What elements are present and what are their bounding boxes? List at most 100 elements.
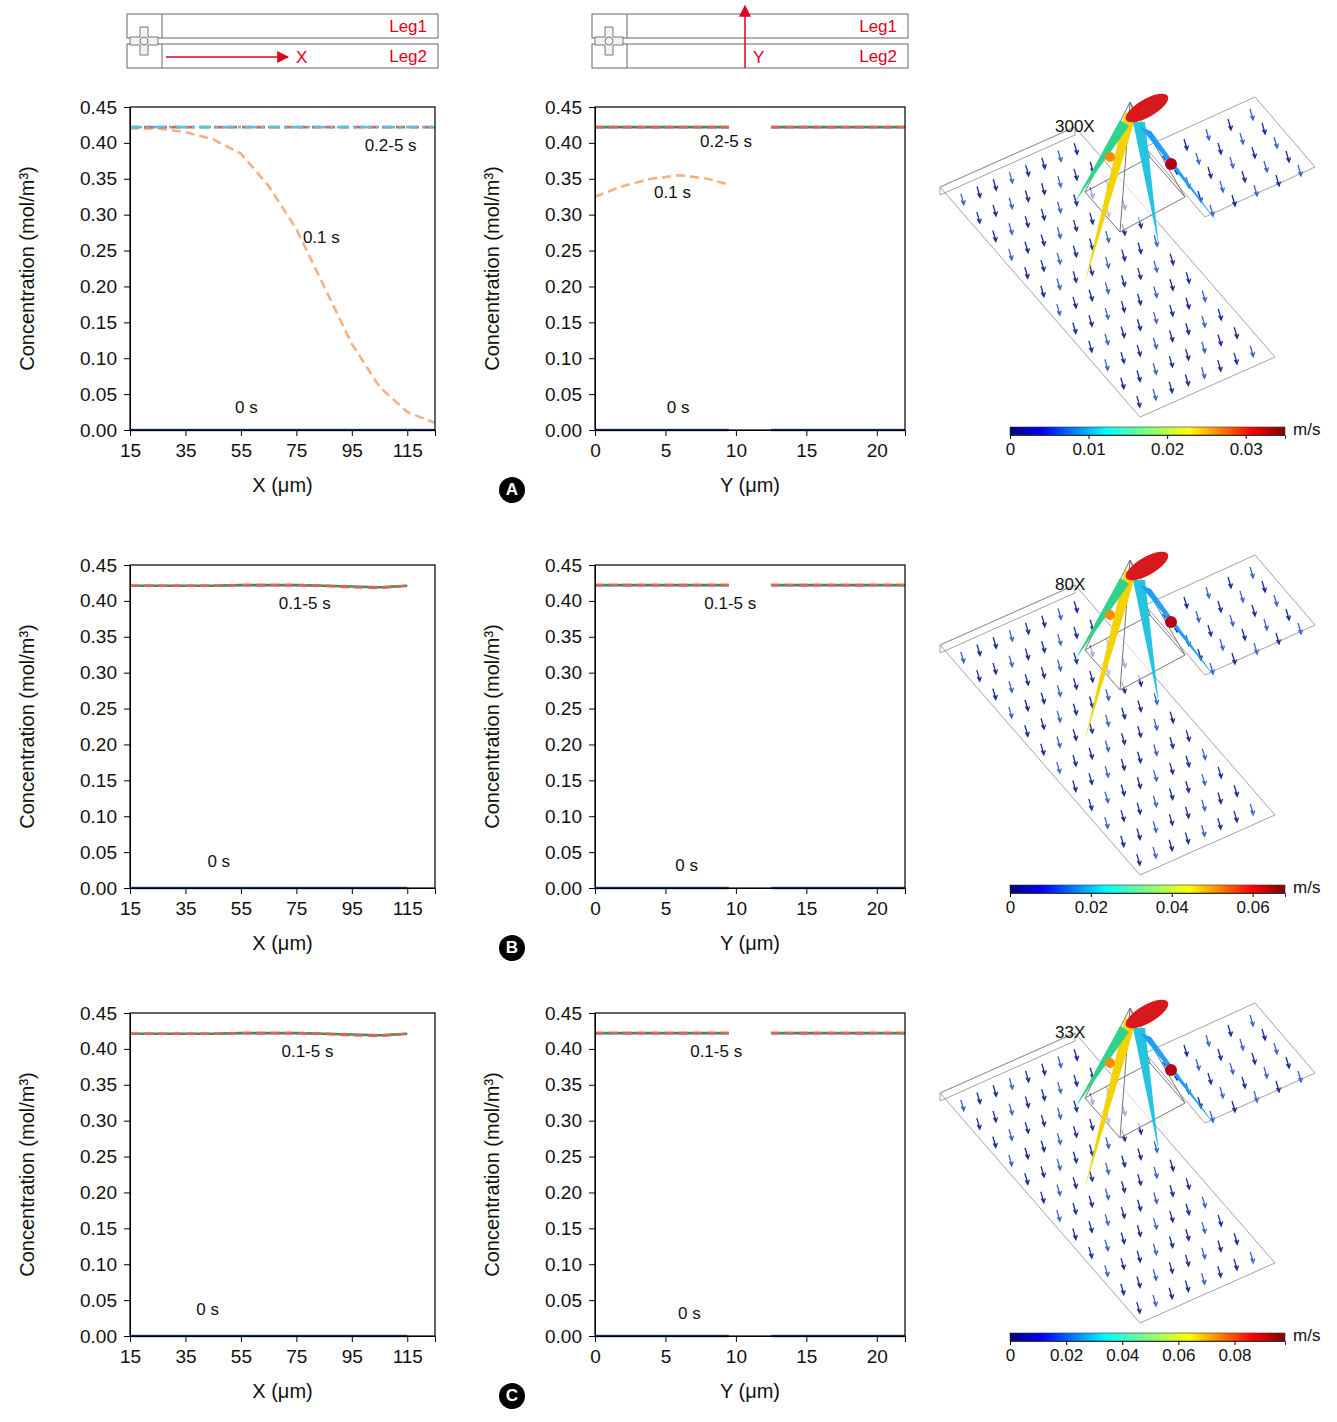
line-chart: 15355575951150.000.050.100.150.200.250.3…	[16, 1003, 436, 1402]
velocity-arrow	[1186, 298, 1191, 309]
tick-mark	[124, 143, 130, 144]
tick-label: 0.20	[545, 1182, 582, 1203]
tick-mark	[407, 888, 408, 894]
velocity-arrow	[961, 194, 966, 205]
tick-mark	[124, 1336, 130, 1337]
tick-mark	[589, 215, 595, 216]
tick-mark	[124, 179, 130, 180]
velocity-arrow	[1170, 1211, 1175, 1222]
tick-label: 0.25	[80, 1146, 117, 1167]
velocity-arrow	[1196, 1059, 1201, 1070]
velocity-arrow	[1121, 301, 1126, 312]
tick-label: 15	[120, 1346, 141, 1367]
axis: 05101520	[590, 430, 905, 461]
tick-mark	[1010, 893, 1011, 897]
annotation: 0 s	[207, 852, 230, 871]
tick: 0	[1006, 435, 1015, 459]
tick: 0.10	[80, 348, 130, 369]
velocity-arrow	[1025, 1097, 1030, 1108]
tick-label: 0.40	[545, 132, 582, 153]
tick-label: 0	[1006, 440, 1015, 459]
tick: 0.45	[545, 97, 595, 118]
schematic: Leg1Leg2X	[127, 14, 438, 68]
plot-lines	[130, 127, 435, 430]
tick-mark	[1010, 435, 1011, 439]
velocity-arrow	[1138, 1149, 1143, 1160]
velocity-arrow	[1250, 109, 1255, 120]
tick-mark	[241, 888, 242, 894]
series-line	[595, 126, 905, 129]
velocity-arrow	[1154, 770, 1159, 781]
velocity-arrow	[1170, 279, 1175, 290]
plot-lines	[595, 585, 905, 888]
velocity-arrow	[1218, 360, 1223, 371]
tick: 35	[175, 1336, 196, 1367]
velocity-arrow	[1137, 345, 1142, 356]
velocity-arrow	[1234, 785, 1239, 796]
axis-title: X (μm)	[252, 1380, 312, 1402]
junction-icon	[130, 27, 158, 55]
colorbar-unit: m/s	[1293, 420, 1320, 439]
tick-mark	[589, 852, 595, 853]
velocity-arrow	[1058, 202, 1063, 213]
tick-mark	[124, 744, 130, 745]
velocity-arrow	[1121, 378, 1126, 389]
velocity-arrow	[1170, 763, 1175, 774]
velocity-arrow	[1274, 1043, 1279, 1054]
tick-mark	[589, 107, 595, 108]
tick: 0.35	[80, 626, 130, 647]
velocity-arrow	[1025, 725, 1030, 736]
leg-label: Leg2	[389, 47, 427, 66]
velocity-arrow	[1262, 123, 1267, 134]
tick: 0.35	[545, 1074, 595, 1095]
flow-field: 300X00.010.020.03m/s	[940, 88, 1320, 459]
tick-mark	[124, 1049, 130, 1050]
tick-mark	[589, 1192, 595, 1193]
tick-mark	[589, 637, 595, 638]
tick-mark	[124, 1264, 130, 1265]
tick: 0.30	[80, 204, 130, 225]
tick-label: 0.35	[545, 168, 582, 189]
tick-label: 0.45	[545, 97, 582, 118]
velocity-arrow	[1105, 283, 1110, 294]
colorbar-axis: 00.020.040.060.08	[1006, 1341, 1286, 1365]
velocity-arrow	[1122, 275, 1127, 286]
tick-label: 0.00	[80, 1326, 117, 1347]
axis: 05101520	[590, 888, 905, 919]
tick-label: 0.45	[545, 1003, 582, 1024]
tick: 55	[231, 430, 252, 461]
velocity-arrow	[1202, 1248, 1207, 1259]
tick-mark	[589, 394, 595, 395]
velocity-arrow	[1058, 1057, 1063, 1068]
velocity-arrow	[1234, 811, 1239, 822]
velocity-arrow	[1089, 264, 1094, 275]
velocity-arrow	[1073, 1177, 1078, 1188]
tick: 0	[1006, 893, 1015, 917]
junction-icon	[595, 27, 623, 55]
annotation: 0.1 s	[303, 228, 340, 247]
velocity-arrow	[1170, 1160, 1175, 1171]
velocity-arrow	[1057, 685, 1062, 696]
tick-label: 0.10	[80, 1254, 117, 1275]
velocity-arrow	[1138, 294, 1143, 305]
velocity-arrow	[1042, 1089, 1047, 1100]
velocity-arrow	[1254, 185, 1259, 196]
tick: 0.45	[80, 1003, 130, 1024]
tick: 10	[726, 888, 747, 919]
tick: 0.08	[1218, 1341, 1251, 1365]
tick-label: 0.40	[80, 1038, 117, 1059]
tick-mark	[296, 1336, 297, 1342]
velocity-arrow	[1202, 800, 1207, 811]
series-line	[595, 1032, 905, 1035]
velocity-arrow	[1218, 1215, 1223, 1226]
tick-mark	[352, 1336, 353, 1342]
velocity-arrow	[1206, 129, 1211, 140]
velocity-arrow	[1090, 671, 1095, 682]
velocity-arrow	[1202, 316, 1207, 327]
series-line	[130, 585, 407, 587]
tick: 0	[1006, 1341, 1015, 1365]
tick: 0.45	[545, 555, 595, 576]
tick-label: 55	[231, 440, 252, 461]
axis-title: Concentration (mol/m³)	[16, 624, 38, 829]
velocity-arrow	[1228, 577, 1233, 588]
